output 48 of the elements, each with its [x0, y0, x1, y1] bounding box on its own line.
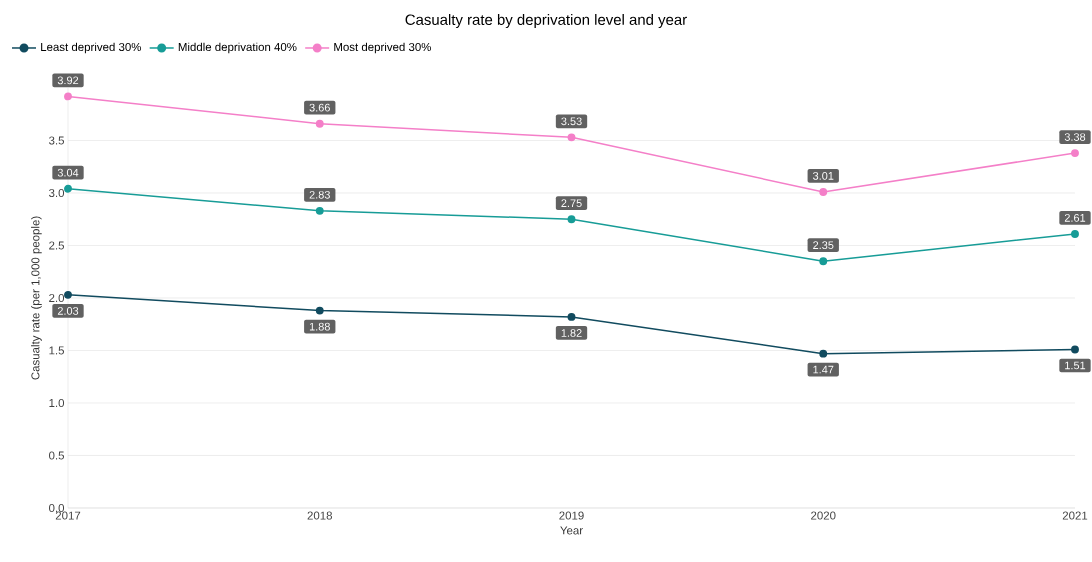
data-label: 2.61 — [1064, 213, 1086, 222]
y-tick-label: 3.0 — [49, 188, 65, 198]
point — [819, 187, 828, 196]
x-tick-label: 2017 — [55, 511, 81, 520]
data-label: 2.03 — [57, 307, 79, 315]
point — [1071, 229, 1079, 238]
legend-label: Middle deprivation 40% — [178, 42, 297, 54]
y-tick-label: 2.0 — [49, 293, 65, 303]
point — [64, 92, 72, 101]
point — [315, 306, 324, 315]
y-tick-label: 1.0 — [49, 398, 65, 408]
point — [315, 206, 324, 215]
y-tick-label: 1.5 — [49, 346, 65, 355]
point — [567, 312, 576, 321]
point — [64, 184, 72, 193]
point — [1071, 149, 1079, 158]
point — [819, 349, 828, 358]
x-tick-label: 2018 — [307, 511, 332, 520]
data-label: 3.38 — [1064, 133, 1086, 141]
legend-label: Most deprived 30% — [334, 42, 432, 54]
point — [819, 257, 828, 266]
data-label: 3.04 — [57, 168, 79, 177]
legend-label: Least deprived 30% — [41, 42, 142, 54]
x-tick-label: 2020 — [811, 511, 836, 520]
data-label: 1.47 — [813, 365, 834, 374]
data-label: 2.75 — [561, 199, 582, 208]
chart-title: Casualty rate by deprivation level and year — [405, 14, 687, 28]
y-axis-title: Casualty rate (per 1,000 people) — [31, 216, 42, 380]
data-label: 3.92 — [57, 76, 79, 85]
data-label: 1.51 — [1065, 361, 1086, 370]
y-tick-label: 3.5 — [49, 136, 65, 145]
data-label: 2.35 — [813, 241, 834, 250]
point — [567, 215, 576, 224]
x-tick-label: 2019 — [559, 511, 584, 520]
x-axis-title: Year — [560, 526, 583, 535]
data-label: 1.88 — [309, 322, 330, 331]
data-label: 1.82 — [561, 329, 582, 337]
point — [64, 290, 72, 299]
point — [1071, 345, 1079, 354]
data-label: 2.83 — [309, 190, 330, 199]
data-label: 3.53 — [561, 117, 582, 126]
data-label: 3.66 — [309, 103, 330, 112]
y-tick-label: 2.5 — [49, 241, 65, 250]
point — [567, 133, 576, 142]
y-tick-label: 0.5 — [49, 451, 65, 460]
data-label: 3.01 — [813, 171, 834, 180]
x-tick-label: 2021 — [1062, 511, 1088, 520]
point — [315, 119, 324, 128]
